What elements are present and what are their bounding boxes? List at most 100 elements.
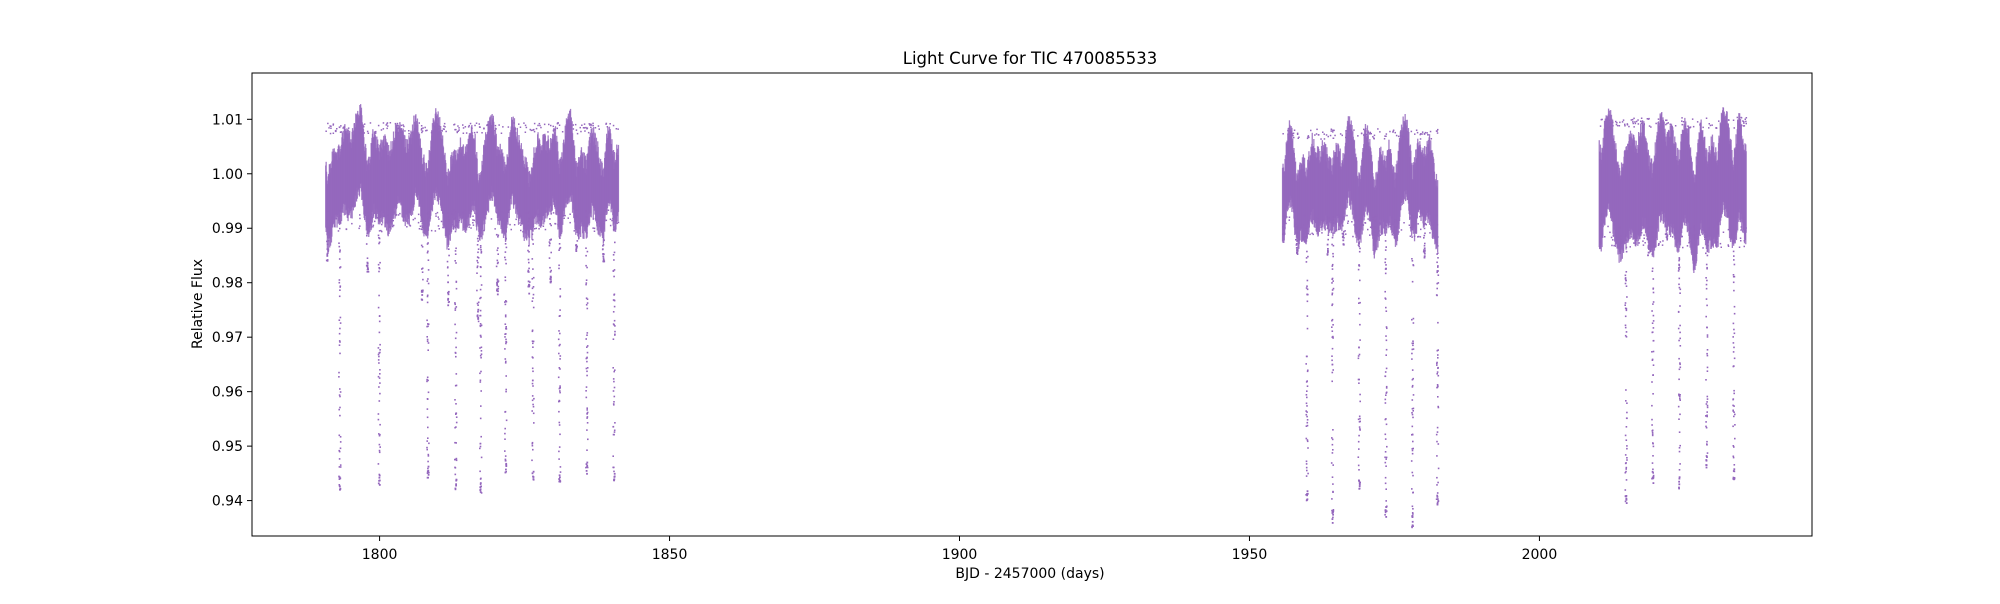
- flux-point: [569, 221, 571, 224]
- y-tick-label: 0.99: [212, 221, 243, 237]
- flux-point: [479, 266, 482, 268]
- flux-point: [1705, 415, 1707, 417]
- flux-point: [558, 446, 561, 448]
- flux-point: [421, 268, 423, 270]
- flux-point: [1740, 240, 1742, 242]
- flux-point: [504, 411, 506, 413]
- flux-point: [1412, 440, 1414, 443]
- flux-point: [367, 271, 370, 273]
- flux-point: [1621, 121, 1624, 123]
- flux-point: [379, 351, 381, 354]
- flux-point: [559, 355, 562, 357]
- flux-point: [587, 131, 590, 134]
- flux-point: [1292, 134, 1294, 137]
- data-points-layer: [325, 104, 1748, 529]
- flux-point: [1411, 260, 1414, 262]
- flux-point: [613, 470, 615, 473]
- flux-point: [1625, 495, 1628, 497]
- flux-point: [338, 485, 341, 487]
- flux-point: [586, 417, 588, 419]
- flux-point: [1384, 402, 1387, 404]
- flux-point: [1733, 240, 1735, 242]
- flux-point: [1306, 315, 1309, 317]
- flux-point: [1411, 448, 1414, 450]
- flux-point: [366, 257, 369, 259]
- flux-point: [531, 472, 534, 475]
- flux-point: [1331, 318, 1334, 321]
- flux-point: [559, 385, 561, 387]
- flux-point: [1345, 130, 1347, 132]
- flux-point: [1404, 138, 1406, 140]
- flux-point: [1411, 258, 1413, 260]
- flux-point: [515, 218, 517, 221]
- flux-point: [1305, 425, 1308, 427]
- flux-point: [1385, 456, 1388, 459]
- flux-point: [531, 367, 534, 370]
- flux-point: [1367, 131, 1370, 134]
- flux-point: [585, 466, 587, 469]
- flux-point: [1652, 476, 1655, 478]
- flux-point: [1315, 229, 1318, 231]
- flux-point: [1709, 124, 1712, 127]
- flux-point: [455, 483, 457, 486]
- flux-point: [1679, 324, 1681, 327]
- flux-point: [594, 127, 597, 129]
- flux-point: [1384, 249, 1387, 251]
- flux-point: [1293, 129, 1296, 131]
- flux-point: [1732, 398, 1735, 400]
- flux-point: [1306, 380, 1308, 382]
- flux-point: [474, 124, 476, 127]
- flux-point: [1682, 246, 1684, 249]
- flux-point: [1378, 230, 1380, 232]
- flux-point: [1437, 406, 1440, 409]
- flux-point: [392, 224, 395, 227]
- flux-point: [1745, 122, 1747, 125]
- flux-point: [339, 266, 342, 268]
- flux-point: [1437, 274, 1440, 276]
- flux-point: [1624, 123, 1626, 126]
- flux-point: [1332, 129, 1334, 131]
- flux-point: [600, 214, 603, 216]
- flux-point: [1307, 136, 1309, 138]
- flux-point: [386, 123, 388, 125]
- flux-point: [330, 125, 332, 127]
- flux-point: [528, 283, 530, 286]
- flux-point: [613, 275, 615, 278]
- flux-point: [420, 125, 423, 127]
- flux-point: [483, 128, 485, 130]
- flux-point: [438, 128, 440, 130]
- flux-point: [435, 213, 437, 215]
- flux-point: [1435, 130, 1438, 132]
- flux-point: [378, 237, 380, 239]
- flux-point: [435, 215, 437, 217]
- flux-point: [454, 458, 457, 461]
- flux-point: [1619, 121, 1621, 124]
- flux-point: [1312, 233, 1314, 236]
- flux-point: [360, 125, 363, 127]
- flux-point: [1729, 240, 1732, 242]
- flux-point: [1665, 123, 1667, 126]
- flux-point: [1615, 123, 1618, 126]
- flux-point: [426, 398, 429, 400]
- flux-point: [446, 266, 449, 269]
- flux-point: [1385, 465, 1387, 467]
- flux-point: [339, 436, 342, 438]
- flux-point: [427, 469, 430, 472]
- flux-point: [504, 471, 507, 474]
- flux-point: [468, 124, 470, 127]
- flux-point: [580, 220, 582, 222]
- flux-point: [1437, 266, 1439, 268]
- flux-point: [427, 342, 430, 344]
- flux-point: [500, 132, 503, 134]
- flux-point: [1651, 231, 1654, 233]
- flux-point: [1652, 442, 1654, 445]
- flux-point: [1306, 250, 1308, 253]
- flux-point: [379, 423, 381, 426]
- flux-point: [1642, 244, 1645, 246]
- flux-point: [476, 244, 479, 246]
- flux-point: [532, 475, 534, 478]
- flux-point: [479, 470, 481, 473]
- flux-point: [1381, 228, 1383, 230]
- flux-point: [583, 222, 585, 224]
- flux-point: [1306, 293, 1309, 296]
